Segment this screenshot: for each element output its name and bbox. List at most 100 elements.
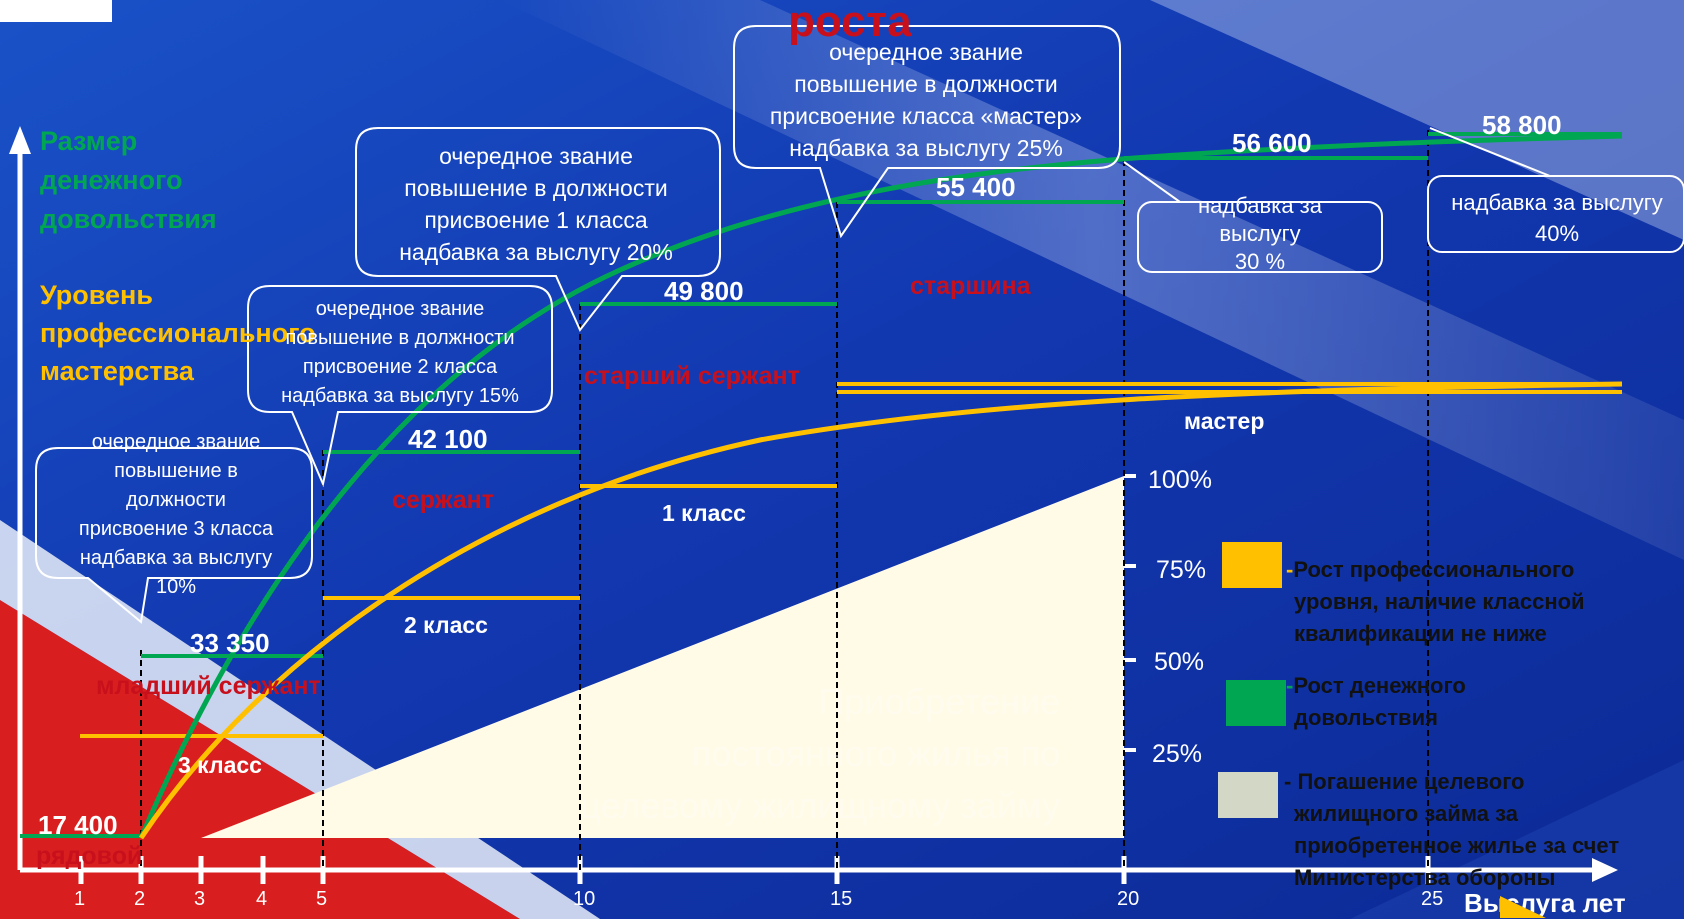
callout-year-10: очередное звание повышение в должности п…	[360, 140, 712, 268]
salary-axis-label: Размер денежного довольствия	[40, 122, 217, 239]
callout-line: 40%	[1534, 221, 1580, 246]
loan-text-line: целевому жилищному займу	[580, 785, 1060, 826]
callout-bubble	[35, 447, 313, 624]
legend-line: приобретенное жилье за счет	[1294, 833, 1620, 858]
salary-value: 58 800	[1482, 110, 1562, 140]
callout-line: очередное звание	[315, 298, 485, 320]
legend-text: Рост профессионального	[1293, 557, 1575, 582]
callout-year-2: очередное звание повышение в должности п…	[40, 428, 312, 602]
rank-label: сержант	[392, 486, 495, 514]
legend-line: -Рост денежного	[1286, 670, 1466, 702]
loan-percent-tick: 25%	[1152, 740, 1203, 768]
x-tick-label: 10	[573, 888, 596, 910]
salary-axis-label-line-1: Размер	[40, 126, 138, 156]
callout-line: надбавка за выслугу	[1451, 190, 1663, 215]
legend-dash: -	[1286, 673, 1294, 698]
callout-line: присвоение 2 класса	[302, 356, 498, 378]
loan-text-line: постоянного жилья по	[691, 733, 1060, 774]
rank-label: старший сержант	[584, 362, 800, 390]
legend-entry-skill: -Рост профессионального уровня, наличие …	[1286, 554, 1585, 650]
salary-value: 56 600	[1232, 128, 1312, 158]
skill-axis-label: Уровень профессионального мастерства	[40, 276, 316, 390]
callout-line: выслугу	[1219, 221, 1301, 246]
callout-pointer	[1123, 161, 1181, 203]
skill-class-label: 1 класс	[662, 500, 746, 526]
callout-bubble	[1427, 175, 1684, 253]
salary-value: 42 100	[408, 424, 488, 454]
loan-percent-tick: 100%	[1148, 466, 1212, 494]
x-tick-label: 15	[830, 888, 853, 910]
callout-line: повышение в должности	[404, 175, 668, 201]
loan-percent-tick: 50%	[1154, 648, 1205, 676]
callout-pointer	[1429, 127, 1551, 177]
x-axis-arrow-icon	[1592, 858, 1618, 882]
skill-class-label: 2 класс	[404, 612, 488, 638]
callout-line: надбавка за выслугу	[79, 547, 273, 569]
callout-line: присвоение 1 класса	[424, 207, 648, 233]
rank-label: младший сержант	[96, 672, 321, 700]
callout-line: присвоение 3 класса	[78, 518, 274, 540]
skill-axis-label-line-3: мастерства	[40, 356, 194, 386]
salary-value: 33 350	[190, 628, 270, 658]
legend-line: - Погашение целевого	[1284, 766, 1619, 798]
callout-bubble	[733, 25, 1121, 239]
legend-dash: -	[1286, 557, 1294, 582]
callout-line: 10%	[155, 576, 197, 598]
y-axis-arrow-icon	[9, 126, 31, 154]
callout-bubble	[355, 127, 721, 332]
skill-axis-label-line-1: Уровень	[40, 280, 153, 310]
callout-line: очередное звание	[91, 431, 261, 453]
legend-swatch-skill	[1222, 542, 1282, 588]
callout-line: должности	[126, 489, 226, 511]
legend-text: Рост денежного	[1293, 673, 1466, 698]
salary-axis-label-line-2: денежного	[40, 165, 183, 195]
callout-line: надбавка за	[1197, 193, 1323, 218]
legend-entry-salary: -Рост денежного довольствия	[1286, 670, 1466, 734]
slide-title-fragment: роста	[788, 0, 912, 46]
legend-line: довольствия	[1294, 705, 1438, 730]
legend-line: уровня, наличие классной	[1294, 589, 1585, 614]
rank-label: рядовой	[36, 842, 143, 870]
loan-triangle	[201, 476, 1124, 838]
callout-line: очередное звание	[439, 143, 633, 169]
salary-axis-label-line-3: довольствия	[40, 204, 217, 234]
x-tick-label: 1	[74, 888, 86, 910]
callout-bubbles	[35, 25, 1684, 624]
callout-line: повышение в должности	[285, 327, 515, 349]
callout-year-20: надбавка за выслугу 30 %	[1140, 192, 1380, 276]
x-tick-label: 3	[194, 888, 206, 910]
loan-text-line: Приобретение	[818, 681, 1060, 722]
x-tick-label: 2	[134, 888, 146, 910]
skill-class-label: 3 класс	[178, 752, 262, 778]
skill-class-label: мастер	[1184, 408, 1265, 434]
next-slide-arrow-icon[interactable]	[1500, 896, 1546, 918]
callout-line: очередное звание	[829, 39, 1023, 65]
growth-curves	[138, 133, 1623, 840]
x-tick-label: 5	[316, 888, 328, 910]
x-tick-label: 4	[256, 888, 268, 910]
legend-swatch-loan	[1218, 772, 1278, 818]
callout-year-5: очередное звание повышение в должности п…	[252, 295, 548, 411]
loan-repayment-text: Приобретение постоянного жилья по целево…	[470, 676, 1060, 832]
legend-entry-loan: - Погашение целевого жилищного займа за …	[1284, 766, 1619, 894]
callout-line: повышение в	[114, 460, 238, 482]
callout-year-25: надбавка за выслугу 40%	[1430, 187, 1684, 249]
salary-value: 17 400	[38, 810, 118, 840]
callout-line: 30 %	[1234, 249, 1286, 274]
legend-line: -Рост профессионального	[1286, 554, 1585, 586]
callout-line: повышение в должности	[794, 71, 1058, 97]
x-tick-label: 20	[1117, 888, 1140, 910]
salary-growth-curve	[138, 133, 1623, 839]
callout-line: присвоение класса «мастер»	[769, 103, 1083, 129]
legend-line: квалификации не ниже	[1294, 621, 1547, 646]
callout-line: надбавка за выслугу 20%	[399, 239, 673, 265]
skill-growth-curve	[138, 381, 1623, 840]
salary-level-steps	[20, 132, 1622, 838]
callout-line: надбавка за выслугу 15%	[281, 385, 519, 407]
legend-line: жилищного займа за	[1294, 801, 1518, 826]
salary-value: 49 800	[664, 276, 744, 306]
loan-percent-tick: 75%	[1156, 556, 1207, 584]
legend-dash: -	[1284, 769, 1298, 794]
x-tick-label: 25	[1421, 888, 1444, 910]
